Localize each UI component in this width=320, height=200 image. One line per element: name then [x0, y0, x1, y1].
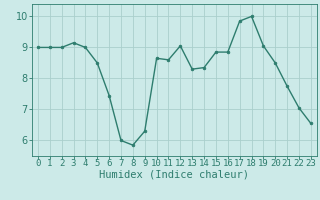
X-axis label: Humidex (Indice chaleur): Humidex (Indice chaleur): [100, 169, 249, 179]
